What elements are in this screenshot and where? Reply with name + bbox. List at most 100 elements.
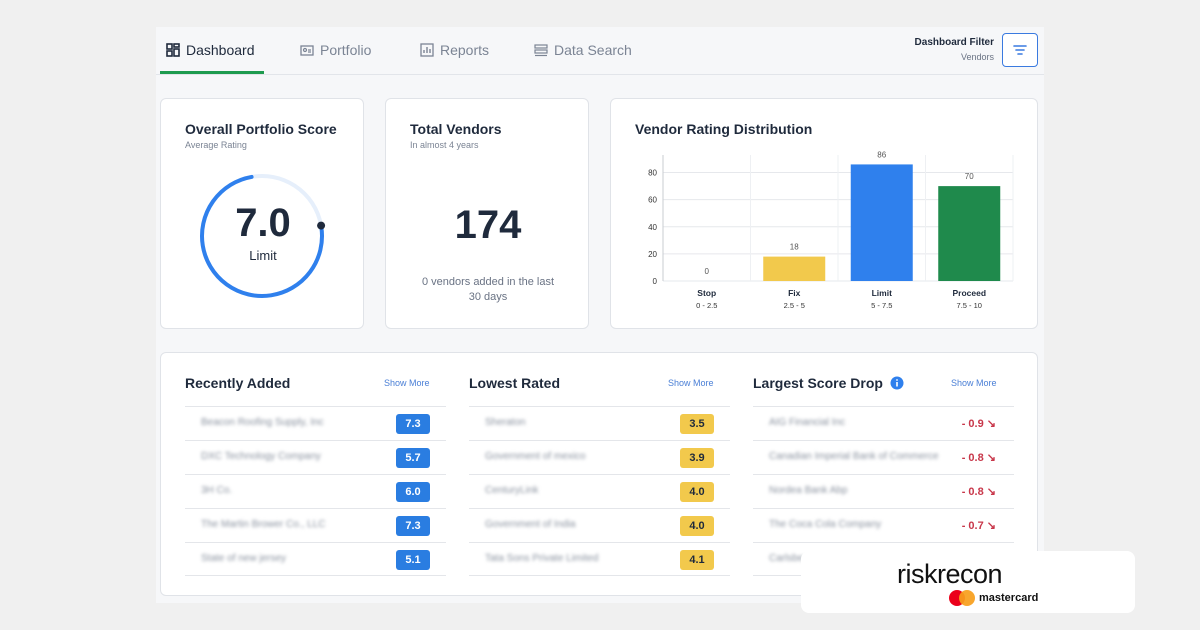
x-range-label: 0 - 2.5 [696, 301, 717, 310]
bar-value-label: 70 [965, 172, 974, 181]
list-item[interactable]: Sheraton 3.5 [469, 406, 730, 440]
vendor-name: State of new jersey [201, 553, 287, 564]
score-drop-value: - 0.9 ↘ [961, 418, 996, 430]
list-item[interactable]: AIG Financial Inc - 0.9 ↘ [753, 406, 1014, 440]
vendor-score-badge: 7.3 [396, 414, 430, 434]
list-item[interactable]: Government of mexico 3.9 [469, 440, 730, 474]
tab-portfolio[interactable]: Portfolio [300, 42, 371, 58]
score-card-title: Overall Portfolio Score [185, 121, 337, 137]
vendor-score-badge: 4.1 [680, 550, 714, 570]
vendors-added-note-line1: 0 vendors added in the last [421, 276, 555, 288]
overall-portfolio-score-card: Overall Portfolio Score Average Rating 7… [160, 98, 364, 329]
largest-score-drop-header: Largest Score Drop [753, 375, 904, 391]
list-item[interactable]: Beacon Roofing Supply, Inc 7.3 [185, 406, 446, 440]
x-category-label: Proceed [952, 288, 986, 298]
vendor-name: Nordea Bank Abp [769, 485, 848, 496]
vendor-score-badge: 7.3 [396, 516, 430, 536]
lowest-rated-show-more[interactable]: Show More [668, 378, 714, 388]
tab-dashboard[interactable]: Dashboard [166, 42, 255, 58]
tab-dashboard-label: Dashboard [186, 42, 255, 58]
data-search-icon [534, 44, 548, 57]
vendor-name: The Coca Cola Company [769, 519, 882, 530]
x-category-label: Limit [872, 288, 892, 298]
y-tick-label: 80 [648, 169, 657, 178]
bar-value-label: 0 [705, 267, 710, 276]
bar-value-label: 18 [790, 243, 799, 252]
bar-limit [850, 164, 913, 281]
top-nav: Dashboard Portfolio Reports Data Search … [156, 27, 1044, 75]
vendor-name: Canadian Imperial Bank of Commerce [769, 451, 939, 462]
mastercard-logo-icon [949, 590, 975, 606]
vendor-score-badge: 6.0 [396, 482, 430, 502]
vendor-name: Sheraton [485, 417, 526, 428]
total-vendors-card: Total Vendors In almost 4 years 174 0 ve… [385, 98, 589, 329]
dashboard-app: Dashboard Portfolio Reports Data Search … [156, 27, 1044, 603]
recently-added-show-more[interactable]: Show More [384, 378, 430, 388]
tab-data-search-label: Data Search [554, 42, 632, 58]
brand-name: riskrecon [897, 559, 1003, 589]
brand-logo-card: riskrecon mastercard [801, 551, 1135, 613]
list-item[interactable]: Nordea Bank Abp - 0.8 ↘ [753, 474, 1014, 508]
tab-reports-label: Reports [440, 42, 490, 58]
active-tab-indicator [160, 71, 264, 74]
bar-fix [763, 256, 826, 281]
vendor-score-badge: 5.7 [396, 448, 430, 468]
filter-icon [1013, 45, 1027, 55]
rating-distribution-chart: 0 20 40 60 80 0 Stop 0 - 2.5 18 Fix 2.5 - 5 86 Limit… [648, 150, 1014, 310]
list-item[interactable]: The Martin Brower Co., LLC 7.3 [185, 508, 446, 542]
lowest-rated-title: Lowest Rated [469, 375, 561, 391]
reports-icon [420, 43, 434, 57]
largest-score-drop-title: Largest Score Drop [753, 375, 883, 391]
score-drop-value: - 0.8 ↘ [961, 452, 996, 464]
list-item[interactable]: The Coca Cola Company - 0.7 ↘ [753, 508, 1014, 542]
total-vendors-count: 174 [454, 203, 522, 247]
vendor-score-badge: 3.9 [680, 448, 714, 468]
dashboard-filter-label: Dashboard Filter Vendors [915, 37, 994, 62]
x-category-label: Stop [697, 288, 716, 298]
recently-added-title: Recently Added [185, 375, 291, 391]
score-gauge-arc [200, 174, 324, 298]
vendor-name: AIG Financial Inc [769, 417, 846, 428]
portfolio-icon [300, 45, 314, 56]
y-tick-label: 40 [648, 223, 657, 232]
vendor-score-badge: 3.5 [680, 414, 714, 434]
info-icon[interactable] [890, 376, 904, 390]
x-category-label: Fix [788, 288, 801, 298]
vendor-score-badge: 4.0 [680, 516, 714, 536]
filter-button[interactable] [1002, 33, 1038, 67]
vendors-added-note-line2: 30 days [468, 291, 508, 303]
list-item[interactable]: Tata Sons Private Limited 4.1 [469, 542, 730, 576]
vendor-rating-distribution-card: Vendor Rating Distribution 0 20 40 60 80 0 Sto… [610, 98, 1038, 329]
list-item[interactable]: Government of India 4.0 [469, 508, 730, 542]
score-value: 7.0 [235, 201, 291, 245]
score-gauge [200, 174, 326, 298]
vendors-card-title: Total Vendors [410, 121, 502, 137]
list-item[interactable]: State of new jersey 5.1 [185, 542, 446, 576]
score-drop-value: - 0.8 ↘ [961, 486, 996, 498]
tab-data-search[interactable]: Data Search [534, 42, 632, 58]
tab-reports[interactable]: Reports [420, 42, 489, 58]
vendor-name: Tata Sons Private Limited [485, 553, 599, 564]
largest-score-drop-show-more[interactable]: Show More [951, 378, 997, 388]
list-item[interactable]: 3H Co. 6.0 [185, 474, 446, 508]
x-range-label: 7.5 - 10 [957, 301, 982, 310]
vendors-added-note: 0 vendors added in the last 30 days [386, 275, 590, 305]
list-item[interactable]: CenturyLink 4.0 [469, 474, 730, 508]
vendor-name: The Martin Brower Co., LLC [201, 519, 326, 530]
y-tick-label: 60 [648, 196, 657, 205]
list-item[interactable]: DXC Technology Company 5.7 [185, 440, 446, 474]
vendor-score-badge: 4.0 [680, 482, 714, 502]
vendor-score-badge: 5.1 [396, 550, 430, 570]
vendor-name: DXC Technology Company [201, 451, 321, 462]
vendors-card-subtitle: In almost 4 years [410, 140, 479, 150]
tab-portfolio-label: Portfolio [320, 42, 372, 58]
vendor-name: Carlsberg [769, 553, 813, 564]
score-gauge-marker [317, 221, 326, 230]
list-item[interactable]: Canadian Imperial Bank of Commerce - 0.8 … [753, 440, 1014, 474]
x-range-label: 2.5 - 5 [784, 301, 805, 310]
dashboard-filter-value: Vendors [960, 52, 994, 62]
score-card-subtitle: Average Rating [185, 140, 247, 150]
vendor-name: Government of India [485, 519, 576, 530]
partner-name: mastercard [979, 592, 1039, 604]
x-range-label: 5 - 7.5 [871, 301, 892, 310]
